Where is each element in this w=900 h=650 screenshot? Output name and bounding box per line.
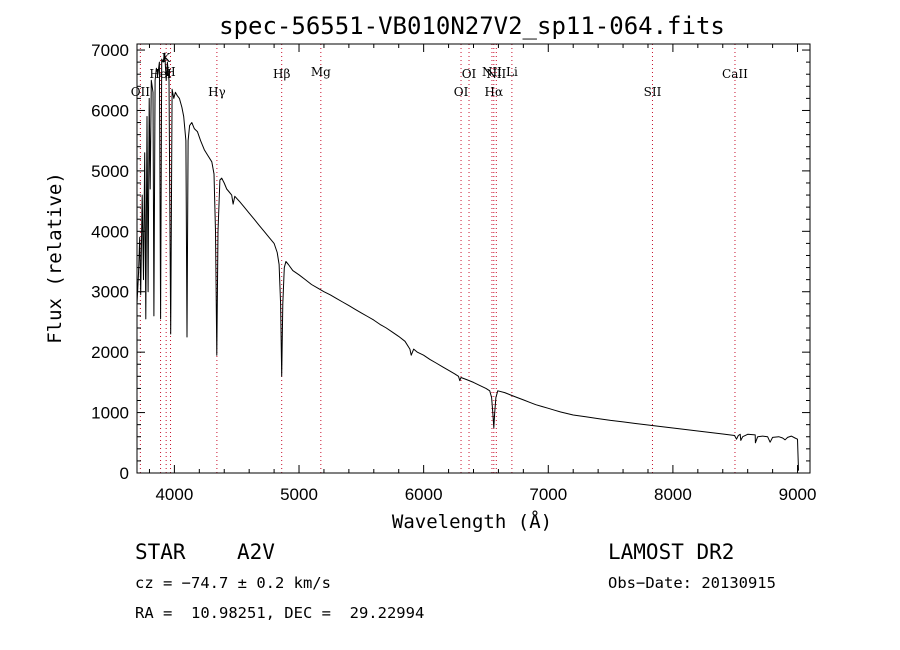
x-tick-label: 9000 — [779, 485, 817, 504]
y-tick-label: 4000 — [91, 222, 129, 241]
y-tick-label: 1000 — [91, 404, 129, 423]
y-axis-ticks: 0 1000 2000 3000 4000 5000 6000 7000 — [91, 41, 810, 483]
spectral-line-label: K — [162, 51, 172, 65]
survey-name: LAMOST DR2 — [608, 540, 735, 564]
y-tick-label: 0 — [120, 464, 129, 483]
x-tick-label: 7000 — [529, 485, 567, 504]
y-tick-label: 6000 — [91, 101, 129, 120]
spectral-line-markers — [139, 44, 736, 473]
x-axis-ticks: 4000 5000 6000 7000 8000 9000 — [148, 44, 817, 504]
redshift-cz: cz = −74.7 ± 0.2 km/s — [135, 574, 331, 592]
object-type: STAR — [135, 540, 186, 564]
spectral-line-label: H — [165, 65, 175, 79]
y-tick-label: 2000 — [91, 343, 129, 362]
spectral-line-label: Hβ — [273, 67, 290, 81]
spectral-line-label: Hα — [485, 85, 504, 99]
spectral-line-label: Li — [506, 65, 518, 79]
y-axis-label: Flux (relative) — [44, 172, 66, 344]
x-tick-label: 8000 — [654, 485, 692, 504]
spectral-line-label: SII — [644, 85, 662, 99]
spectral-class: A2V — [237, 540, 275, 564]
spectral-line-label: CaII — [722, 67, 748, 81]
x-axis-label: Wavelength (Å) — [392, 510, 552, 533]
spectral-line-label: OI — [462, 67, 477, 81]
spectral-line-label: Mg — [311, 65, 331, 79]
spectrum-line — [136, 52, 799, 471]
y-tick-label: 7000 — [91, 41, 129, 60]
y-tick-label: 5000 — [91, 162, 129, 181]
spectral-line-label: Hγ — [208, 85, 226, 99]
x-tick-label: 5000 — [280, 485, 318, 504]
y-tick-label: 3000 — [91, 283, 129, 302]
observation-date: Obs−Date: 20130915 — [608, 574, 776, 592]
spectral-line-label: OII — [131, 85, 151, 99]
x-tick-label: 4000 — [155, 485, 193, 504]
spectral-line-label: OI — [454, 85, 469, 99]
spectral-line-label: NII — [486, 67, 506, 81]
chart-title: spec-56551-VB010N27V2_sp11-064.fits — [219, 12, 725, 40]
x-tick-label: 6000 — [405, 485, 443, 504]
coordinates: RA = 10.98251, DEC = 29.22994 — [135, 604, 425, 622]
plot-frame — [136, 43, 811, 474]
spectral-line-label: NII — [482, 65, 502, 79]
